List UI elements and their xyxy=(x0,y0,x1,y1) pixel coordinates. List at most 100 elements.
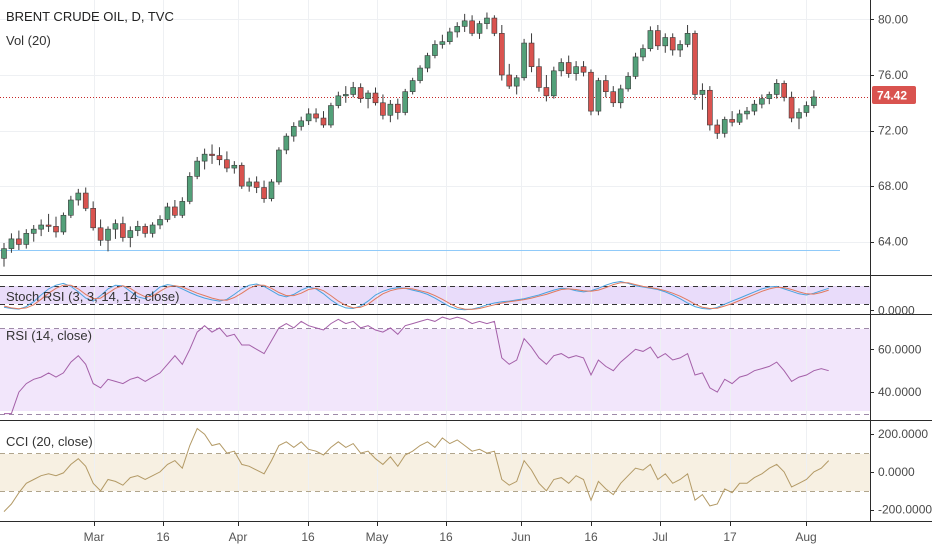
time-axis-labels: Mar 16 Apr 16 May 16 Jun 16 Jul 17 Aug xyxy=(84,521,817,544)
candle-body xyxy=(439,41,446,45)
candle-body xyxy=(112,223,119,230)
price-axis-labels: 80.00 76.00 72.00 68.00 64.00 0.0000 60.0000 40… xyxy=(870,12,932,517)
candle-body xyxy=(8,238,15,249)
candles xyxy=(1,12,817,267)
time-axis-label: 16 xyxy=(584,530,598,544)
candle-body xyxy=(201,153,208,162)
candle-body xyxy=(30,228,37,234)
candle-body xyxy=(328,105,334,126)
candle-body xyxy=(350,87,357,95)
candle-body xyxy=(491,17,498,34)
candle-body xyxy=(781,83,787,98)
chart-title[interactable]: BRENT CRUDE OIL, D, TVC xyxy=(6,9,174,24)
candle-body xyxy=(811,96,817,106)
candle-body xyxy=(23,233,30,245)
candle-body xyxy=(684,33,691,45)
candle-body xyxy=(632,56,639,77)
candle-body xyxy=(543,87,550,97)
candle-body xyxy=(75,192,82,201)
candle-body xyxy=(766,94,773,99)
stoch-rsi-title[interactable]: Stoch RSI (3, 3, 14, 14, close) xyxy=(6,289,179,304)
candle-body xyxy=(320,117,327,126)
candle-body xyxy=(365,92,371,99)
candle-body xyxy=(625,76,631,90)
candle-body xyxy=(521,42,527,79)
candle-body xyxy=(1,248,7,259)
indicator-lines xyxy=(3,280,830,512)
candle-body xyxy=(446,31,453,42)
candle-body xyxy=(536,66,542,88)
candle-body xyxy=(97,227,104,241)
candle-body xyxy=(499,33,505,76)
cci-band xyxy=(0,454,870,491)
candle-body xyxy=(290,126,297,137)
candle-body xyxy=(484,17,490,24)
candle-body xyxy=(276,149,282,183)
candle-body xyxy=(580,66,587,73)
candle-body xyxy=(380,102,386,116)
candle-body xyxy=(662,37,669,47)
candle-body xyxy=(751,103,758,112)
time-axis-label: Jun xyxy=(511,530,530,544)
candle-body xyxy=(692,33,698,95)
candle-body xyxy=(157,219,163,226)
time-axis-label: 16 xyxy=(301,530,315,544)
price-axis-label: 80.00 xyxy=(878,12,908,26)
time-axis-label: Jul xyxy=(652,530,667,544)
candle-body xyxy=(617,88,624,104)
candle-body xyxy=(298,120,305,127)
candle-body xyxy=(387,103,394,116)
candle-body xyxy=(45,224,52,227)
candle-body xyxy=(573,66,579,74)
candle-body xyxy=(127,230,134,238)
candle-body xyxy=(595,80,602,112)
last-price-text: 74.42 xyxy=(877,89,907,103)
candle-body xyxy=(759,98,765,105)
stoch-rsi-k-line xyxy=(3,280,829,311)
candle-body xyxy=(16,238,22,245)
candle-body xyxy=(432,44,438,56)
candle-body xyxy=(90,208,96,229)
time-axis-label: 16 xyxy=(439,530,453,544)
price-axis-label: 68.00 xyxy=(878,179,908,193)
candle-body xyxy=(677,44,683,51)
candle-body xyxy=(402,91,409,113)
candle-body xyxy=(342,94,349,97)
candle-body xyxy=(721,119,728,134)
candle-body xyxy=(424,55,431,69)
rsi-band xyxy=(0,329,870,411)
candle-body xyxy=(669,37,676,51)
candle-body xyxy=(224,159,230,169)
cci-title[interactable]: CCI (20, close) xyxy=(6,434,93,449)
volume-label[interactable]: Vol (20) xyxy=(6,33,51,48)
candle-body xyxy=(246,181,252,187)
candle-body xyxy=(105,228,111,241)
candle-body xyxy=(357,87,364,99)
candle-body xyxy=(454,26,461,33)
candle-body xyxy=(513,77,520,87)
candle-body xyxy=(394,103,401,113)
candle-body xyxy=(209,153,215,156)
price-axis-label: 200.0000 xyxy=(878,427,928,441)
candle-body xyxy=(803,105,810,113)
time-axis-label: Mar xyxy=(84,530,105,544)
candle-body xyxy=(305,113,312,122)
candle-body xyxy=(773,83,780,95)
candle-body xyxy=(261,187,267,199)
candle-body xyxy=(120,223,126,238)
candle-body xyxy=(796,112,802,119)
candle-body xyxy=(194,160,200,177)
candle-body xyxy=(647,30,654,49)
time-axis-label: 16 xyxy=(156,530,170,544)
time-axis-label: 17 xyxy=(723,530,737,544)
candle-body xyxy=(268,181,275,199)
candle-body xyxy=(253,181,260,188)
candle-body xyxy=(372,92,379,104)
candle-body xyxy=(335,95,342,106)
rsi-title[interactable]: RSI (14, close) xyxy=(6,328,92,343)
candle-body xyxy=(603,80,609,92)
candle-body xyxy=(588,71,594,112)
time-axis-label: Aug xyxy=(795,530,816,544)
candle-body xyxy=(469,20,475,34)
cci-line xyxy=(3,427,830,512)
